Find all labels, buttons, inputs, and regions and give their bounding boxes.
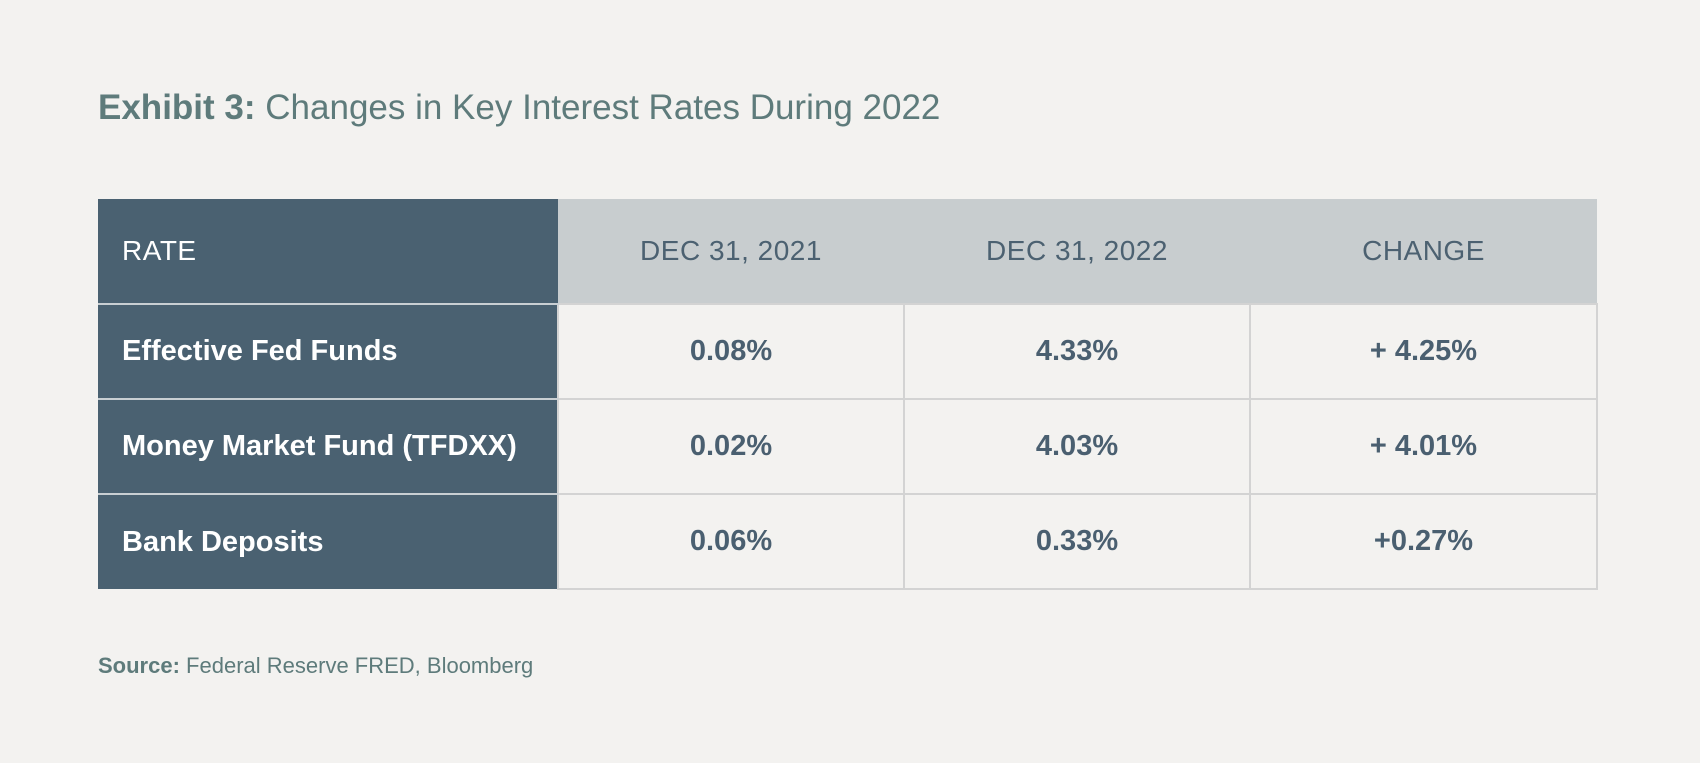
row-label: Effective Fed Funds — [98, 304, 558, 400]
exhibit-title-text: Changes in Key Interest Rates During 202… — [265, 88, 941, 127]
table-row: Effective Fed Funds 0.08% 4.33% + 4.25% — [98, 303, 1598, 400]
source-note: Source: Federal Reserve FRED, Bloomberg — [98, 653, 533, 679]
cell-dec-2022: 4.33% — [903, 303, 1251, 400]
cell-dec-2021: 0.06% — [557, 493, 905, 590]
cell-change: + 4.01% — [1249, 398, 1598, 495]
column-header-change: CHANGE — [1250, 199, 1597, 304]
row-label: Bank Deposits — [98, 494, 558, 589]
interest-rates-table: RATE DEC 31, 2021 DEC 31, 2022 CHANGE Ef… — [98, 199, 1598, 590]
row-label: Money Market Fund (TFDXX) — [98, 399, 558, 495]
table-header-row: RATE DEC 31, 2021 DEC 31, 2022 CHANGE — [98, 199, 1597, 305]
column-header-dec-2021: DEC 31, 2021 — [558, 199, 904, 304]
source-label: Source: — [98, 653, 180, 678]
cell-dec-2021: 0.08% — [557, 303, 905, 400]
column-header-dec-2022: DEC 31, 2022 — [904, 199, 1250, 304]
cell-change: + 4.25% — [1249, 303, 1598, 400]
source-text: Federal Reserve FRED, Bloomberg — [186, 653, 534, 678]
exhibit-title: Exhibit 3: Changes in Key Interest Rates… — [98, 88, 940, 128]
exhibit-number: Exhibit 3: — [98, 88, 256, 127]
cell-change: +0.27% — [1249, 493, 1598, 590]
column-header-rate: RATE — [98, 199, 558, 305]
cell-dec-2022: 0.33% — [903, 493, 1251, 590]
table-row: Money Market Fund (TFDXX) 0.02% 4.03% + … — [98, 398, 1598, 495]
cell-dec-2021: 0.02% — [557, 398, 905, 495]
cell-dec-2022: 4.03% — [903, 398, 1251, 495]
table-row: Bank Deposits 0.06% 0.33% +0.27% — [98, 493, 1598, 590]
